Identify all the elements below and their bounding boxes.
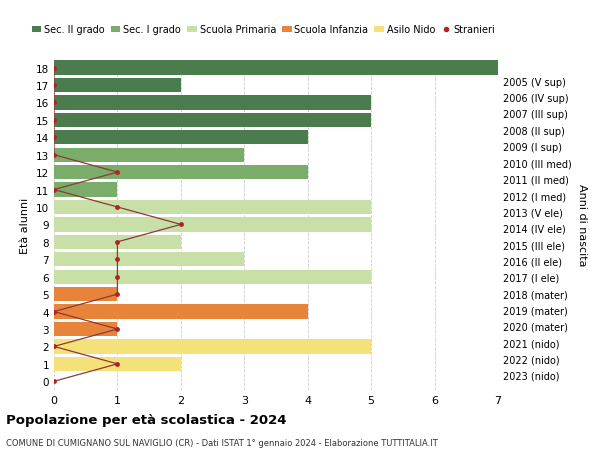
Bar xyxy=(54,148,244,162)
Bar xyxy=(54,113,371,128)
Bar xyxy=(54,270,371,284)
Bar xyxy=(54,96,371,110)
Bar xyxy=(54,340,371,354)
Text: COMUNE DI CUMIGNANO SUL NAVIGLIO (CR) - Dati ISTAT 1° gennaio 2024 - Elaborazion: COMUNE DI CUMIGNANO SUL NAVIGLIO (CR) - … xyxy=(6,438,438,448)
Bar xyxy=(54,61,498,75)
Y-axis label: Età alunni: Età alunni xyxy=(20,197,31,253)
Bar xyxy=(54,218,371,232)
Bar xyxy=(54,131,308,145)
Y-axis label: Anni di nascita: Anni di nascita xyxy=(577,184,587,266)
Bar xyxy=(54,201,371,215)
Legend: Sec. II grado, Sec. I grado, Scuola Primaria, Scuola Infanzia, Asilo Nido, Stran: Sec. II grado, Sec. I grado, Scuola Prim… xyxy=(28,22,499,39)
Bar xyxy=(54,322,118,336)
Bar xyxy=(54,305,308,319)
Bar xyxy=(54,166,308,180)
Bar xyxy=(54,357,181,371)
Bar xyxy=(54,235,181,249)
Text: Popolazione per età scolastica - 2024: Popolazione per età scolastica - 2024 xyxy=(6,413,287,426)
Bar xyxy=(54,287,118,302)
Bar xyxy=(54,183,118,197)
Bar xyxy=(54,78,181,93)
Bar xyxy=(54,252,244,267)
